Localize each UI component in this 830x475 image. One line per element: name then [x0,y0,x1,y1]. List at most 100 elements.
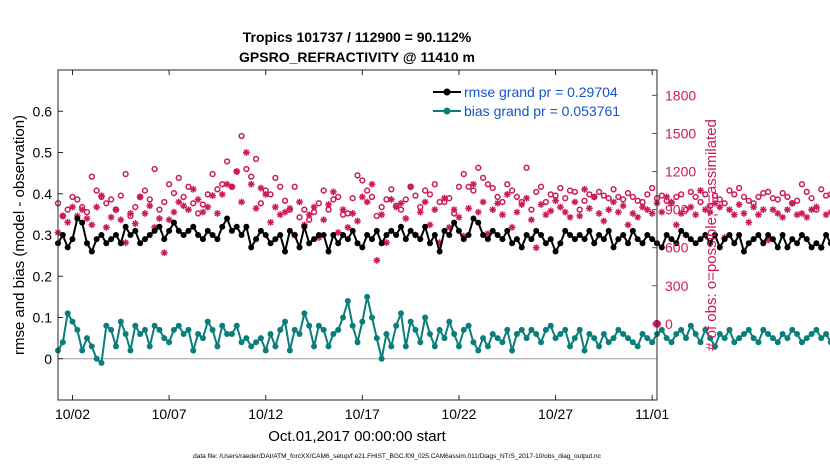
x-tick-label: 10/12 [248,406,283,422]
assimilated-obs-marker [533,244,540,251]
assimilated-obs-marker [552,197,559,204]
assimilated-obs-marker [774,210,781,217]
data-point [755,339,761,345]
data-point [475,348,481,354]
data-point [601,331,607,337]
data-point [765,331,771,337]
assimilated-obs-marker [59,213,66,220]
data-point [98,360,104,366]
assimilated-obs-marker [605,206,612,213]
data-point [741,331,747,337]
data-point [809,244,815,250]
assimilated-obs-marker [441,195,448,202]
data-point [272,236,278,242]
data-point [688,236,694,242]
assimilated-obs-marker [799,210,806,217]
assimilated-obs-marker [562,209,569,216]
y-left-tick-label: 0.2 [33,268,53,284]
assimilated-obs-marker [596,210,603,217]
data-point [287,348,293,354]
data-point [355,240,361,246]
assimilated-obs-marker [543,211,550,218]
data-point [596,232,602,238]
data-point [640,240,646,246]
data-point [103,323,109,329]
assimilated-obs-marker [257,185,264,192]
x-tick-label: 10/07 [152,406,187,422]
data-point [84,335,90,341]
data-point [243,224,249,230]
data-point [770,236,776,242]
assimilated-obs-marker [388,196,395,203]
data-point [383,331,389,337]
data-point [195,331,201,337]
data-point [427,331,433,337]
data-point [268,331,274,337]
data-point [751,335,757,341]
data-point [417,236,423,242]
data-point [156,224,162,230]
data-point [509,240,515,246]
assimilated-obs-marker [422,199,429,206]
data-point [272,343,278,349]
y-left-tick-label: 0.5 [33,145,53,161]
assimilated-obs-marker [142,210,149,217]
assimilated-obs-marker [745,219,752,226]
data-point [166,228,172,234]
data-point [823,331,829,337]
data-point [789,236,795,242]
data-point [746,327,752,333]
data-point [195,232,201,238]
assimilated-obs-marker [393,204,400,211]
data-point [132,323,138,329]
data-point [818,244,824,250]
data-point [591,240,597,246]
assimilated-obs-marker [571,199,578,206]
data-point [229,331,235,337]
data-point [306,323,312,329]
assimilated-obs-marker [214,210,221,217]
assimilated-obs-marker [755,211,762,218]
data-point [586,331,592,337]
assimilated-obs-marker [518,201,525,208]
y-right-tick-label: 1200 [665,164,696,180]
assimilated-obs-marker [489,206,496,213]
data-point [210,232,216,238]
data-point [94,236,100,242]
data-point [640,331,646,337]
chart-title: Tropics 101737 / 112900 = 90.112% [243,29,472,45]
assimilated-obs-marker [629,210,636,217]
legend-bias-label: bias grand pr = 0.053761 [464,103,620,119]
data-point [818,335,824,341]
data-point [219,323,225,329]
data-point [190,348,196,354]
data-point [79,220,85,226]
data-point [229,228,235,234]
data-point [132,228,138,234]
data-point [301,224,307,230]
data-point [524,232,530,238]
data-point [127,348,133,354]
assimilated-obs-marker [600,218,607,225]
data-point [118,240,124,246]
data-point [166,339,172,345]
data-point [470,339,476,345]
data-point [335,327,341,333]
assimilated-obs-marker [117,216,124,223]
data-point [533,331,539,337]
data-point [596,343,602,349]
data-point [649,236,655,242]
data-point [736,335,742,341]
data-point [499,339,505,345]
data-point [504,327,510,333]
data-point [94,356,100,362]
data-point [176,228,182,234]
data-point [562,228,568,234]
data-point [804,236,810,242]
data-point [446,319,452,325]
assimilated-obs-marker [127,210,134,217]
data-point [437,249,443,255]
assimilated-obs-marker [576,213,583,220]
